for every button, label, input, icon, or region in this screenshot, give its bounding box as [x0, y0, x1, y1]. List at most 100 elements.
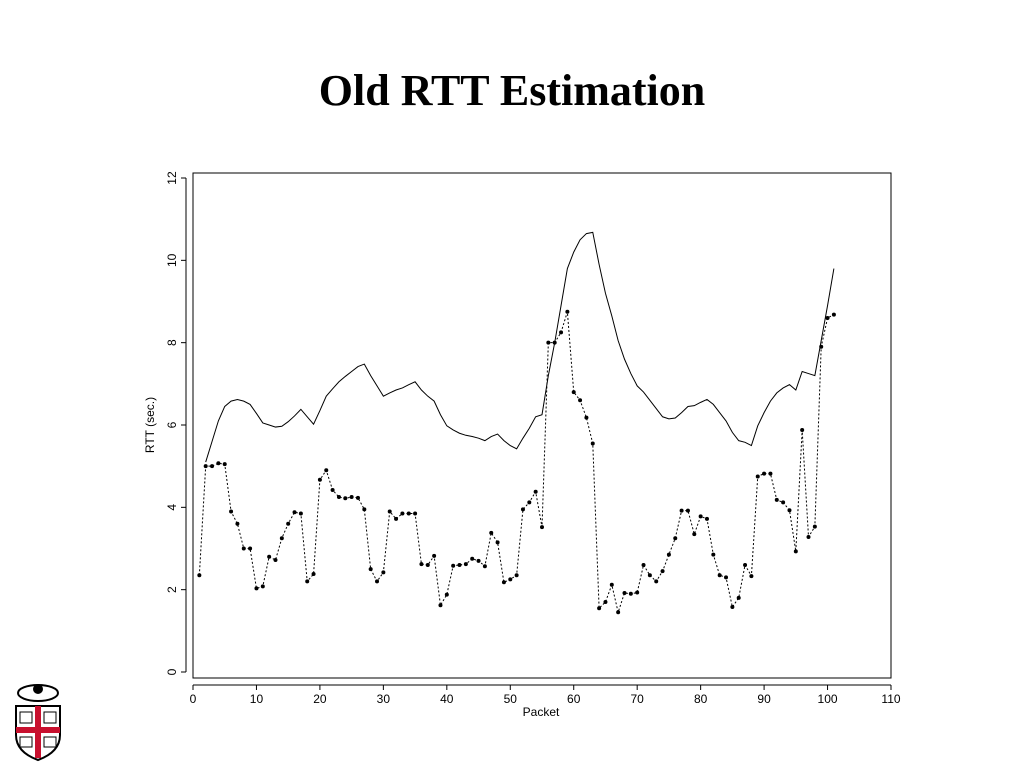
data-point [279, 536, 284, 541]
data-point [432, 553, 437, 558]
x-tick-label: 40 [440, 692, 454, 706]
data-point [819, 344, 824, 349]
data-point [533, 489, 538, 494]
data-point [540, 525, 544, 530]
data-point [831, 312, 836, 317]
data-point [336, 495, 341, 500]
data-point [749, 574, 754, 579]
data-point [343, 496, 348, 501]
data-point [470, 556, 475, 561]
data-point [235, 521, 240, 526]
data-point [603, 600, 608, 605]
data-point [571, 390, 576, 395]
data-point [762, 471, 767, 476]
y-axis-label: RTT (sec.) [143, 397, 157, 453]
data-point [654, 579, 659, 584]
data-point [260, 584, 265, 589]
x-axis-label: Packet [523, 705, 560, 719]
data-point [489, 530, 494, 535]
data-point [476, 558, 481, 563]
data-point [787, 508, 792, 513]
data-point [514, 573, 519, 578]
y-tick-label: 8 [165, 339, 179, 346]
data-point [482, 564, 487, 569]
data-point [355, 495, 360, 500]
y-tick-label: 4 [165, 504, 179, 511]
y-tick-label: 12 [165, 171, 179, 185]
data-point [203, 464, 208, 469]
data-point [406, 511, 411, 516]
series-line [198, 311, 835, 615]
data-point [616, 610, 621, 615]
series-line [205, 231, 835, 463]
data-point [286, 521, 291, 526]
y-tick-label: 2 [165, 586, 179, 593]
data-point [755, 474, 760, 479]
data-point [584, 415, 589, 420]
data-point [546, 340, 551, 345]
data-point [609, 582, 614, 587]
data-point [444, 592, 449, 597]
data-point [628, 591, 633, 596]
data-point [793, 549, 798, 554]
data-point [387, 509, 392, 514]
data-point [292, 510, 297, 515]
data-point [660, 569, 665, 574]
data-point [559, 330, 564, 335]
data-point [647, 573, 652, 578]
x-tick-label: 50 [504, 692, 518, 706]
x-tick-label: 110 [881, 692, 900, 706]
data-point [425, 562, 430, 567]
x-tick-label: 80 [694, 692, 708, 706]
data-point [704, 516, 709, 521]
y-tick-label: 10 [165, 253, 179, 267]
data-point [666, 552, 671, 557]
x-tick-label: 0 [190, 692, 197, 706]
data-point [267, 554, 272, 559]
data-point [324, 468, 329, 473]
data-point [800, 427, 805, 432]
data-point [216, 461, 221, 466]
data-point [565, 309, 570, 314]
x-tick-label: 10 [250, 692, 264, 706]
data-point [419, 562, 424, 567]
x-tick-label: 30 [377, 692, 391, 706]
y-tick-label: 6 [165, 421, 179, 428]
x-tick-label: 70 [631, 692, 645, 706]
data-point [698, 514, 703, 519]
data-point [368, 567, 373, 572]
data-point [394, 516, 399, 521]
data-point [743, 562, 748, 567]
data-point [806, 534, 811, 539]
data-point [552, 340, 557, 345]
data-point [768, 471, 773, 476]
data-point [381, 570, 386, 575]
slide-title: Old RTT Estimation [319, 66, 705, 115]
data-point [578, 398, 583, 403]
data-point [527, 500, 532, 505]
data-point [222, 462, 227, 467]
data-point [774, 497, 779, 502]
data-point [717, 573, 722, 578]
x-tick-label: 100 [818, 692, 838, 706]
data-point [197, 573, 202, 578]
x-tick-label: 60 [567, 692, 581, 706]
university-logo [15, 684, 61, 762]
data-point [590, 441, 595, 446]
data-point [635, 590, 640, 595]
data-point [248, 546, 253, 551]
data-point [311, 572, 316, 577]
data-point [317, 477, 322, 482]
data-point [349, 495, 354, 500]
data-point [400, 511, 405, 516]
data-point [298, 511, 303, 516]
data-point [362, 507, 367, 512]
data-point [736, 595, 741, 600]
data-point [229, 509, 234, 514]
data-point [241, 546, 246, 551]
data-point [673, 536, 678, 541]
data-point [520, 507, 525, 512]
data-point [812, 524, 817, 529]
data-point [254, 586, 259, 591]
data-point [711, 552, 716, 557]
